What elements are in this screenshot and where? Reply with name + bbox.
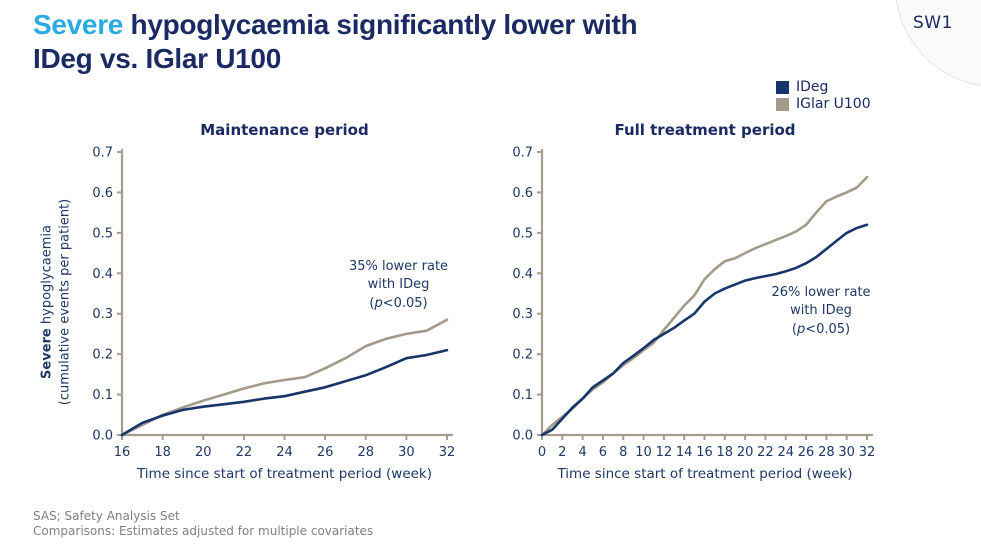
svg-text:18: 18 [717, 445, 734, 460]
title-line1-rest: hypoglycaemia significantly lower with [123, 9, 638, 40]
svg-text:30: 30 [838, 445, 855, 460]
svg-text:32: 32 [859, 445, 876, 460]
legend-item-ideg: IDeg [776, 80, 871, 94]
svg-text:22: 22 [757, 445, 774, 460]
svg-text:0.7: 0.7 [92, 146, 113, 161]
annotation-line2: with IDeg [367, 277, 430, 293]
full-treatment-annotation: 26% lower rate with IDeg (p<0.05) [746, 284, 896, 339]
svg-text:0.4: 0.4 [92, 267, 113, 282]
svg-text:0: 0 [538, 445, 546, 460]
svg-text:0.5: 0.5 [512, 226, 533, 241]
svg-text:14: 14 [676, 445, 693, 460]
maintenance-annotation: 35% lower rate with IDeg (p<0.05) [326, 258, 471, 313]
legend-item-iglar: IGlar U100 [776, 97, 871, 111]
y-axis-label-bold: Severe [39, 328, 55, 379]
svg-text:20: 20 [195, 445, 212, 460]
svg-text:0.6: 0.6 [512, 186, 533, 201]
footnote-line2: Comparisons: Estimates adjusted for mult… [33, 523, 374, 538]
svg-text:20: 20 [737, 445, 754, 460]
svg-text:28: 28 [357, 445, 374, 460]
title-highlight: Severe [33, 9, 124, 40]
y-axis-label: Severe hypoglycaemia (cumulative events p… [38, 137, 73, 467]
annotation-line2: with IDeg [790, 303, 852, 319]
full-treatment-chart: 0.00.10.20.30.40.50.60.70 2 4 6 8 10 12 14 16 18 2… [512, 146, 876, 461]
annotation-paren: ( [369, 295, 375, 311]
annotation-line1: 26% lower rate [771, 285, 871, 300]
svg-text:10: 10 [635, 445, 652, 460]
svg-text:30: 30 [398, 445, 415, 460]
svg-text:0.2: 0.2 [92, 348, 113, 363]
svg-text:16: 16 [114, 445, 131, 460]
svg-text:0.2: 0.2 [512, 348, 533, 363]
ideg-swatch-icon [776, 80, 789, 94]
svg-text:0.1: 0.1 [92, 388, 113, 403]
legend: IDeg IGlar U100 [776, 80, 871, 114]
svg-text:0.5: 0.5 [92, 226, 113, 241]
annotation-pvalue: <0.05) [805, 321, 851, 337]
svg-text:18: 18 [154, 445, 171, 460]
annotation-p: p [796, 321, 806, 337]
footnote-line1: SAS; Safety Analysis Set [33, 509, 180, 523]
svg-text:24: 24 [276, 445, 293, 460]
svg-text:0.6: 0.6 [92, 186, 113, 201]
svg-text:26: 26 [317, 445, 334, 460]
svg-text:12: 12 [656, 445, 673, 460]
svg-text:0.0: 0.0 [92, 429, 113, 444]
full-treatment-x-axis-label: Time since start of treatment period (we… [557, 466, 853, 482]
iglar-swatch-icon [776, 97, 789, 111]
annotation-paren: ( [791, 321, 797, 337]
y-axis-label-rest: hypoglycaemia [39, 225, 55, 329]
svg-text:0.0: 0.0 [512, 429, 533, 444]
footnote: SAS; Safety Analysis Set Comparisons: Es… [33, 509, 373, 538]
svg-text:24: 24 [777, 445, 794, 460]
svg-text:0.4: 0.4 [512, 267, 533, 282]
svg-text:28: 28 [818, 445, 835, 460]
svg-text:0.7: 0.7 [512, 146, 533, 161]
legend-label-ideg: IDeg [796, 79, 829, 95]
svg-text:8: 8 [619, 445, 627, 460]
svg-text:6: 6 [599, 445, 607, 460]
svg-text:2: 2 [558, 445, 566, 460]
annotation-line1: 35% lower rate [348, 259, 449, 274]
annotation-pvalue: <0.05) [382, 295, 428, 311]
svg-text:0.1: 0.1 [512, 388, 533, 403]
svg-text:0.3: 0.3 [92, 307, 113, 322]
maintenance-chart-title: Maintenance period [200, 121, 369, 139]
full-treatment-chart-title: Full treatment period [614, 121, 796, 139]
maintenance-x-axis-label: Time since start of treatment period (we… [136, 466, 433, 482]
legend-label-iglar: IGlar U100 [796, 96, 871, 112]
svg-text:26: 26 [798, 445, 815, 460]
svg-text:0.3: 0.3 [512, 307, 533, 322]
svg-text:16: 16 [696, 445, 713, 460]
annotation-p: p [374, 295, 383, 311]
svg-text:22: 22 [236, 445, 253, 460]
title-line2: IDeg vs. IGlar U100 [33, 42, 281, 74]
y-axis-label-line2: (cumulative events per patient) [57, 198, 72, 406]
maintenance-chart: 0.0 0.1 0.2 0.3 0.4 0.5 0.6 0.7 16 18 20 22 24 26 28 30… [92, 146, 456, 461]
slide-badge: SW1 [913, 13, 953, 33]
svg-text:32: 32 [439, 445, 456, 460]
page-title: Severe hypoglycaemia significantly lower… [33, 8, 873, 76]
svg-text:4: 4 [578, 445, 586, 460]
